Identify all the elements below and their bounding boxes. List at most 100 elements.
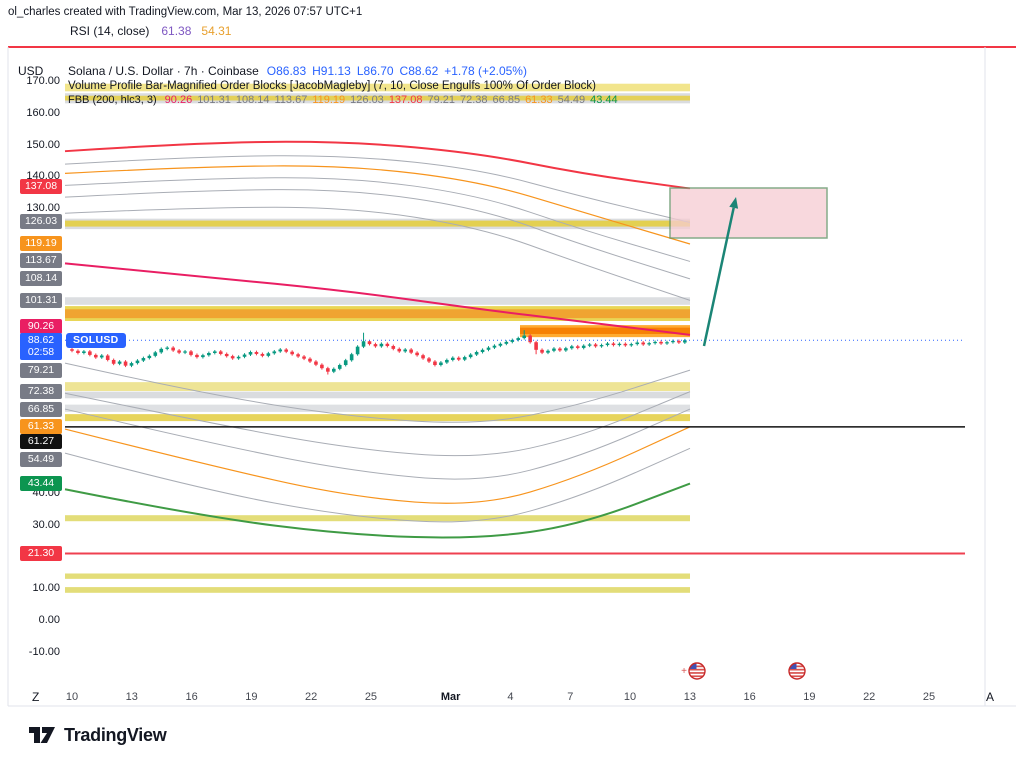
time-axis-label[interactable]: 22 <box>305 691 318 703</box>
fbb-band-lower2 <box>64 391 691 457</box>
time-axis-label[interactable]: 13 <box>125 691 138 703</box>
fbb-legend-value: 54.49 <box>557 94 586 106</box>
candle-body <box>201 355 205 358</box>
time-axis-label[interactable]: 13 <box>683 691 696 703</box>
candle-body <box>242 354 247 357</box>
ohlc-value: H91.13 <box>312 64 351 78</box>
time-axis-label[interactable]: 19 <box>803 691 816 703</box>
candle-body <box>189 351 193 355</box>
time-axis-label[interactable]: 25 <box>922 691 936 703</box>
fbb-legend-row[interactable]: FBB (200, hlc3, 3) 90.26 101.31 108.14 113.… <box>68 94 618 106</box>
time-axis-label[interactable]: 22 <box>863 691 876 703</box>
candle-body <box>522 335 526 339</box>
candle-body <box>159 348 164 353</box>
candle-body <box>314 361 318 365</box>
symbol-flag-badge[interactable]: SOLUSD <box>66 333 126 348</box>
order-block-zone <box>65 309 690 319</box>
tradingview-logo-icon <box>29 727 55 743</box>
candle-body <box>290 351 294 355</box>
tradingview-logo[interactable]: TradingView <box>28 723 167 747</box>
candle-body <box>623 343 628 346</box>
volume-profile-indicator-title[interactable]: Volume Profile Bar-Magnified Order Block… <box>68 80 596 92</box>
candle-body <box>141 358 146 361</box>
candle-body <box>683 340 687 343</box>
rsi-value: 54.31 <box>201 24 232 38</box>
price-level-badge: 101.31 <box>20 292 62 308</box>
candle-body <box>302 356 306 359</box>
candle-body <box>468 354 473 358</box>
economic-event-flag-icon[interactable] <box>688 662 706 680</box>
symbol-title[interactable]: Solana / U.S. Dollar · 7h · Coinbase <box>68 64 259 78</box>
order-block-zone <box>65 391 690 399</box>
fbb-band-lower6 <box>64 482 691 539</box>
price-level-badge: 113.67 <box>20 253 62 269</box>
candle-body <box>641 342 645 345</box>
fbb-band-lower3 <box>64 408 691 480</box>
candle-body <box>111 359 116 364</box>
price-axis-label: 10.00 <box>32 582 60 595</box>
candle-body <box>510 339 515 342</box>
rsi-legend[interactable]: RSI (14, close) 61.38 54.31 <box>70 24 231 38</box>
candle-body <box>462 357 467 360</box>
price-level-badge: 43.44 <box>20 475 62 491</box>
candle-body <box>94 354 98 358</box>
price-level-badge: 119.19 <box>20 235 62 251</box>
time-axis-label[interactable]: 10 <box>623 691 637 703</box>
fbb-values: 90.26 101.31 108.14 113.67 119.19 126.03 137.0… <box>165 94 618 106</box>
economic-event-flag-icon[interactable] <box>788 662 806 680</box>
time-axis-label[interactable]: 4 <box>507 691 514 703</box>
price-level-badge: 79.21 <box>20 362 62 378</box>
price-level-badge: 108.14 <box>20 270 62 286</box>
time-axis-label[interactable]: 16 <box>185 691 198 703</box>
candle-body <box>171 347 175 351</box>
candle-body <box>546 350 550 353</box>
order-block-zone <box>65 573 690 579</box>
fbb-band-upper2 <box>64 189 691 280</box>
price-axis-label: 170.00 <box>26 75 60 88</box>
candle-body <box>528 335 532 343</box>
candle-body <box>445 359 449 363</box>
candle-body <box>456 357 461 360</box>
time-axis-label[interactable]: 16 <box>743 691 756 703</box>
candle-body <box>326 368 330 372</box>
candle-body <box>278 349 283 352</box>
candle-body <box>373 344 378 347</box>
candle-body <box>254 352 259 354</box>
price-level-badge: 126.03 <box>20 214 62 230</box>
candle-body <box>397 348 402 352</box>
candle-body <box>213 351 217 353</box>
candle-body <box>671 340 675 343</box>
time-axis-label[interactable]: 7 <box>567 691 574 703</box>
candle-body <box>70 349 74 351</box>
candle-body <box>659 341 663 344</box>
fbb-band-basis <box>64 262 691 336</box>
fbb-band-lower1 <box>64 362 691 423</box>
price-axis-currency-button[interactable]: USD <box>18 64 44 78</box>
candle-body <box>581 345 586 348</box>
target-zone-box[interactable] <box>669 187 828 239</box>
time-axis-label[interactable]: Mar <box>440 691 461 703</box>
trend-arrow-line[interactable] <box>702 207 735 347</box>
fbb-indicator-title[interactable]: FBB (200, hlc3, 3) <box>68 94 157 106</box>
candle-body <box>153 352 158 356</box>
volume-profile-legend-row[interactable]: Volume Profile Bar-Magnified Order Block… <box>68 80 596 92</box>
fbb-legend-value: 79.21 <box>427 94 455 106</box>
price-level-badge: 02:58 <box>20 344 62 360</box>
order-block-zones <box>65 83 690 593</box>
fbb-band-lower5 <box>64 447 691 523</box>
candle-body <box>343 360 348 366</box>
time-axis-label[interactable]: 25 <box>364 691 378 703</box>
candle-body <box>224 353 229 357</box>
time-axis-label[interactable]: 10 <box>65 691 79 703</box>
order-block-zone <box>520 327 690 334</box>
price-axis-label: 30.00 <box>32 518 60 531</box>
candle-body <box>635 342 640 345</box>
symbol-legend-row[interactable]: Solana / U.S. Dollar · 7h · Coinbase O86… <box>68 64 527 78</box>
time-axis-label[interactable]: 19 <box>245 691 258 703</box>
candle-body <box>504 341 509 344</box>
candle-body <box>534 342 538 350</box>
candle-body <box>230 356 235 359</box>
candle-body <box>260 353 265 356</box>
